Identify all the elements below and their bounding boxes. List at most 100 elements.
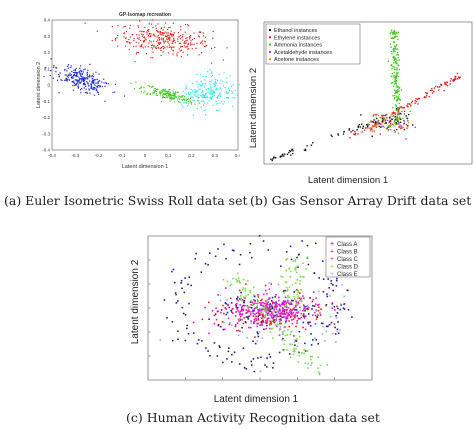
data-point — [390, 129, 392, 131]
data-point — [172, 46, 174, 48]
data-point — [65, 77, 68, 80]
data-point — [123, 26, 125, 28]
data-point — [396, 100, 398, 102]
data-point — [444, 82, 447, 85]
data-point — [98, 73, 100, 75]
data-point — [190, 103, 192, 105]
data-point — [254, 302, 256, 304]
data-point — [393, 120, 396, 122]
data-point — [194, 257, 197, 260]
data-point — [164, 40, 167, 42]
data-point — [388, 126, 391, 129]
data-point — [397, 38, 399, 41]
chart-b: Latent dimension 1 Latent dimension 2 Et… — [248, 21, 473, 186]
data-point — [248, 326, 250, 329]
data-point — [215, 79, 217, 81]
data-point — [287, 329, 289, 331]
data-point — [225, 302, 227, 305]
data-point — [204, 41, 206, 43]
data-point — [266, 320, 269, 322]
data-point — [299, 279, 301, 282]
data-point — [397, 111, 399, 113]
data-point — [187, 92, 190, 94]
data-point — [395, 82, 397, 84]
data-point — [254, 342, 257, 345]
data-point — [282, 303, 285, 306]
data-point — [287, 299, 289, 302]
data-point — [282, 276, 284, 278]
data-point — [244, 304, 246, 307]
data-point — [163, 45, 165, 48]
data-point — [384, 114, 386, 117]
data-point — [141, 44, 143, 47]
data-point — [409, 103, 411, 106]
data-point — [402, 107, 404, 109]
data-point — [256, 306, 258, 309]
data-point — [259, 308, 261, 310]
data-point — [369, 121, 371, 123]
data-point — [184, 277, 186, 279]
chart-title: GP-Isomap recreation — [119, 12, 171, 18]
data-point — [278, 296, 280, 299]
data-point — [79, 82, 81, 85]
data-point — [73, 69, 75, 71]
data-point — [204, 103, 206, 105]
data-point — [393, 125, 395, 127]
data-point — [452, 78, 455, 81]
data-point — [336, 328, 339, 331]
data-point — [167, 91, 169, 93]
data-point — [55, 70, 57, 73]
data-point — [161, 39, 163, 41]
x-tick-label: 0.3 — [212, 153, 219, 158]
data-point — [400, 113, 402, 115]
data-point — [141, 30, 143, 32]
data-point — [69, 74, 71, 76]
data-point — [202, 96, 204, 99]
data-point — [209, 81, 211, 83]
data-point — [200, 81, 202, 83]
data-point — [336, 312, 339, 314]
data-point — [162, 48, 165, 50]
data-point — [314, 311, 316, 314]
data-point — [271, 159, 273, 162]
data-point — [191, 95, 193, 98]
data-point — [201, 340, 203, 342]
y-axis-label: Latent dimension 2 — [36, 62, 42, 108]
data-point — [273, 310, 276, 313]
data-point — [450, 78, 452, 80]
data-point — [376, 113, 378, 115]
data-point — [73, 81, 75, 83]
data-point — [178, 48, 180, 50]
data-point — [67, 74, 69, 76]
data-point — [257, 302, 259, 304]
data-point — [264, 364, 266, 366]
data-point — [180, 279, 183, 282]
legend-label: Ethylene instances — [274, 35, 320, 41]
data-point — [70, 67, 72, 69]
data-point — [197, 95, 199, 97]
data-point — [133, 45, 135, 48]
data-point — [185, 42, 187, 44]
data-point — [262, 240, 265, 242]
data-point — [72, 85, 74, 87]
data-point — [246, 312, 248, 314]
data-point — [207, 350, 209, 352]
data-point — [396, 118, 398, 121]
data-point — [169, 94, 172, 96]
data-point — [158, 39, 160, 41]
data-point — [383, 126, 386, 129]
data-point — [279, 156, 282, 158]
data-point — [264, 320, 267, 322]
data-point — [295, 271, 298, 274]
data-point — [184, 31, 186, 33]
data-point — [158, 44, 160, 46]
data-point — [389, 125, 392, 128]
data-point — [272, 312, 275, 315]
data-point — [249, 310, 251, 313]
data-point — [278, 334, 281, 336]
data-point — [205, 88, 207, 91]
data-point — [307, 306, 310, 309]
data-point — [241, 288, 244, 291]
data-point — [187, 333, 190, 335]
data-point — [96, 88, 98, 90]
